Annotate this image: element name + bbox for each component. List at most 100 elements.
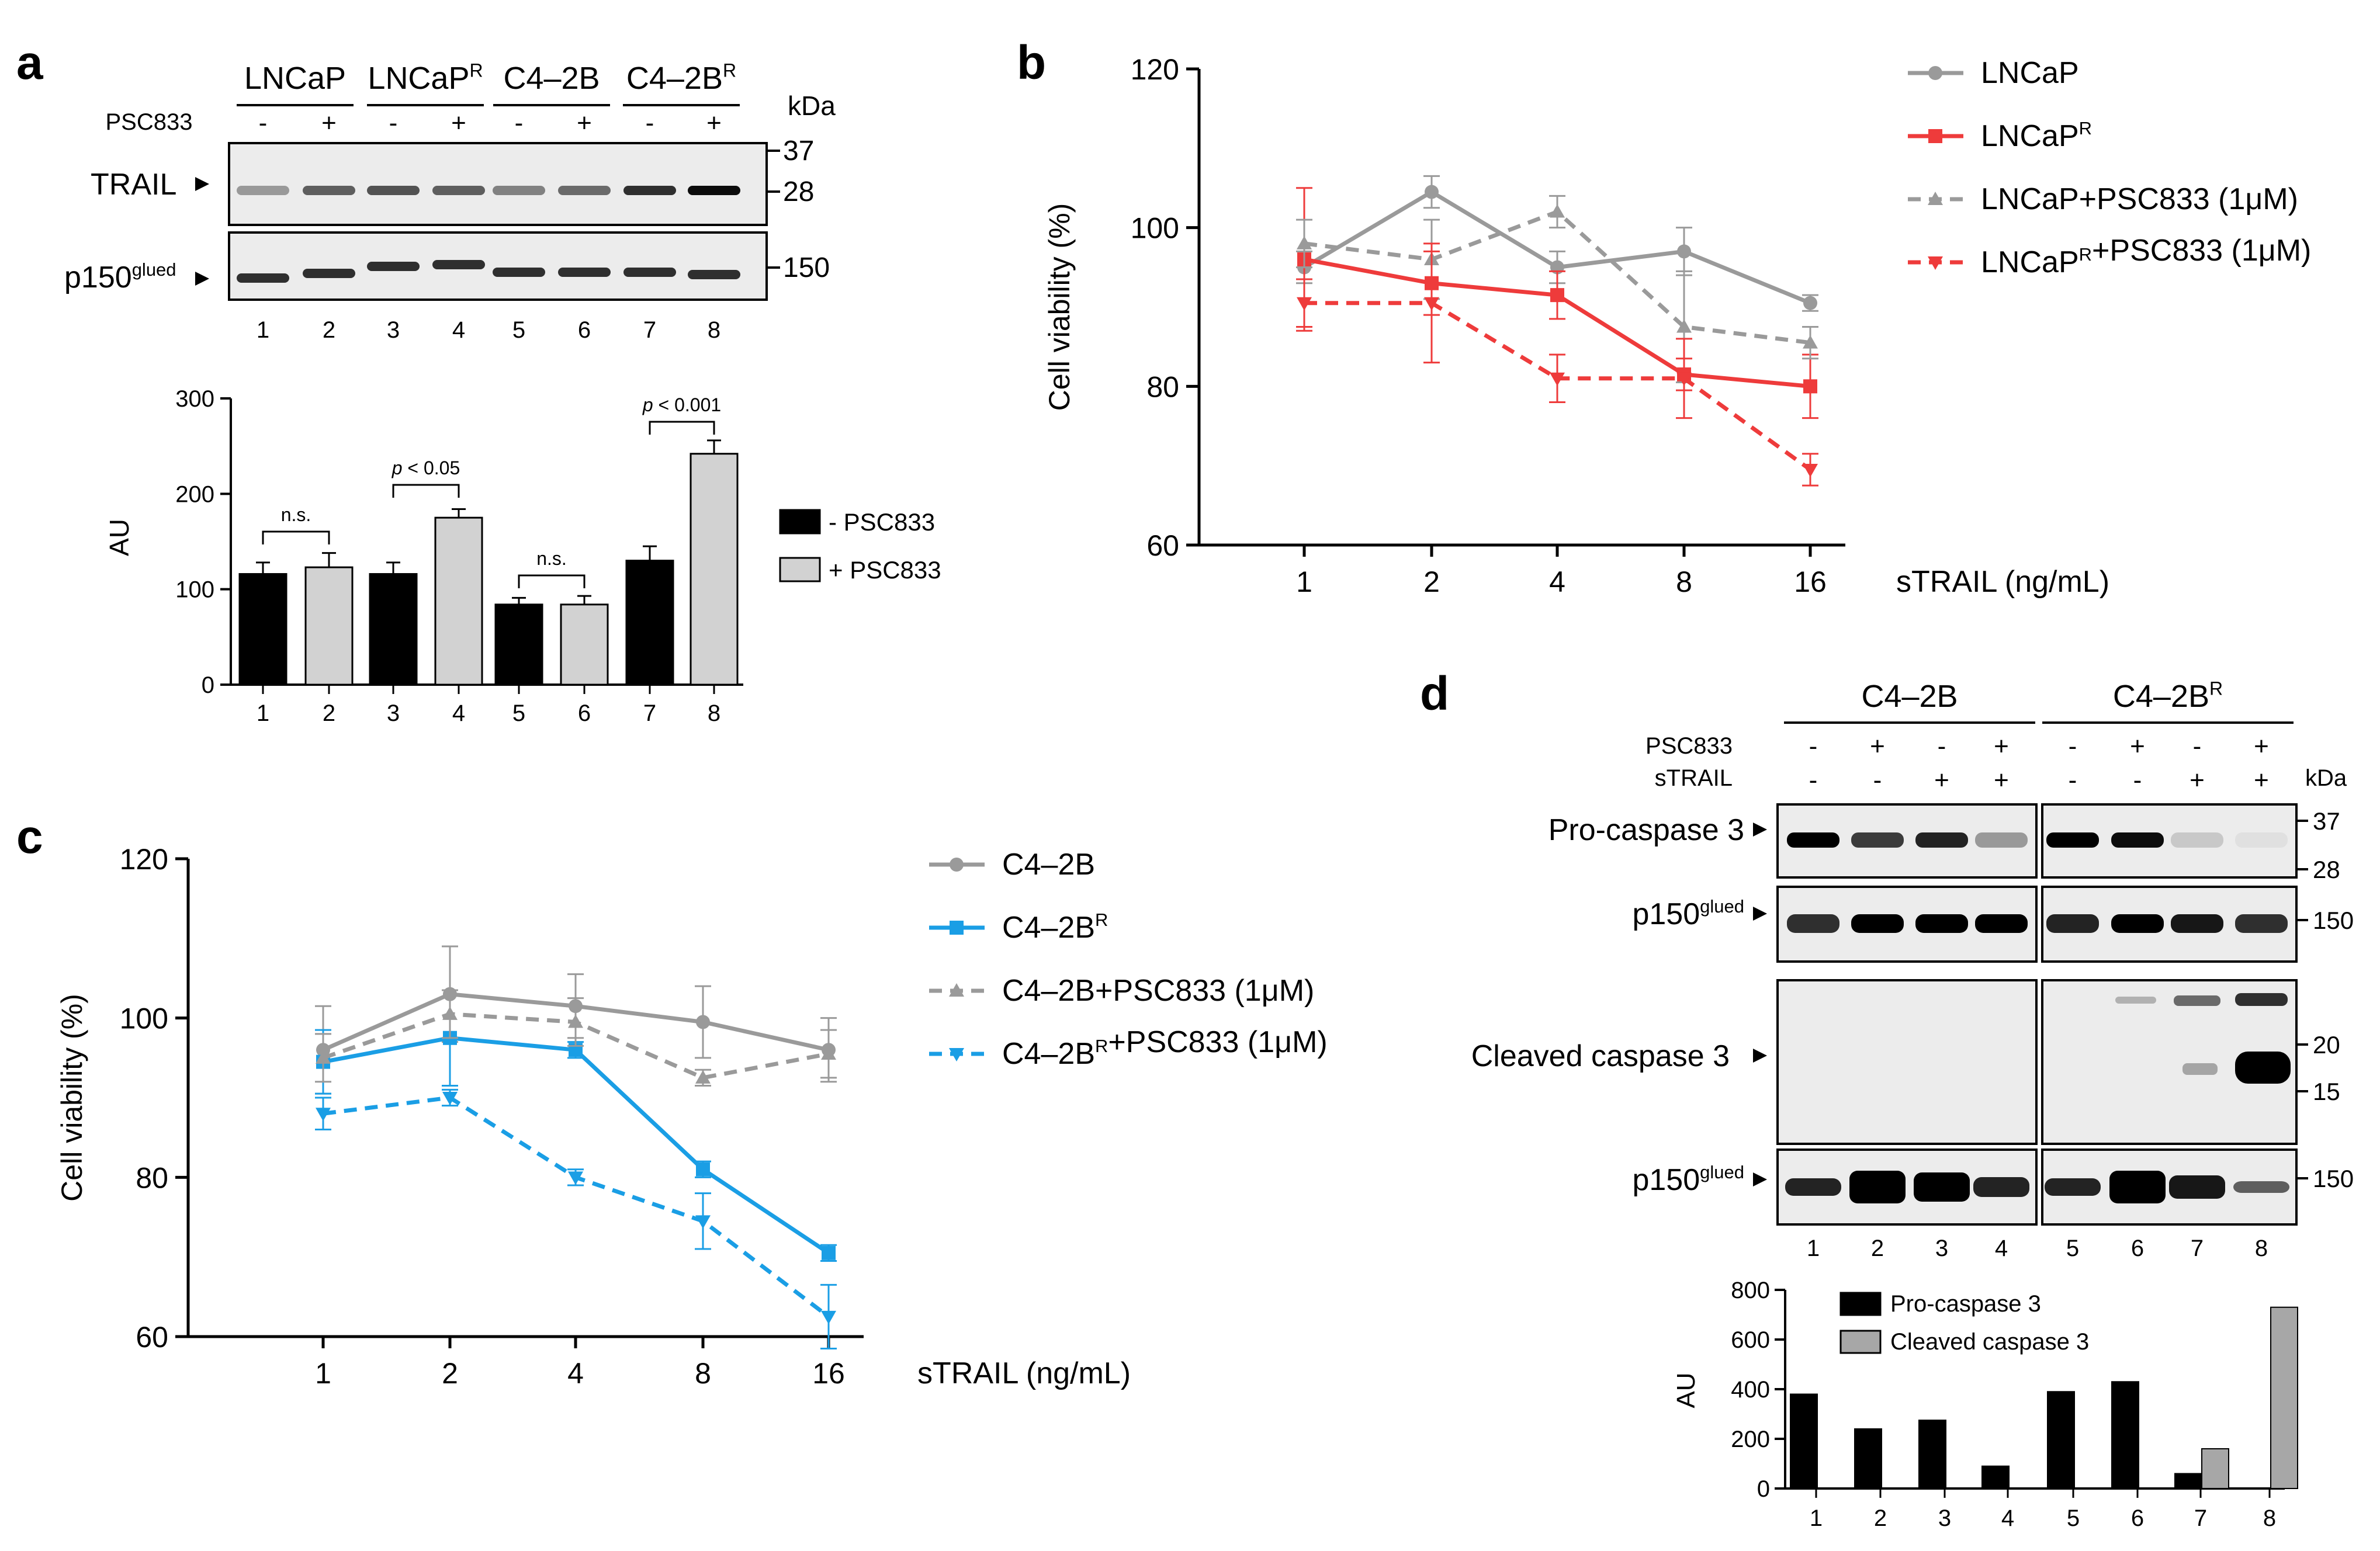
legend-label: LNCaPR [1981,118,2092,153]
legend-marker [949,983,964,997]
lane-number: 2 [1871,1236,1884,1261]
marker-label: 37 [2313,807,2340,835]
data-point [568,1014,583,1028]
x-tick-label: 8 [708,700,720,726]
significance-label: p < 0.001 [642,394,721,415]
legend-label: + PSC833 [829,556,941,584]
bar [434,516,483,686]
panel-d-bar-chart: 0 200 400 600 800 AU 1 2 3 4 5 6 7 8 Pro-caspase 3 Clea… [1672,1278,2298,1531]
y-tick-label: 300 [175,386,214,412]
significance-label: n.s. [536,548,567,569]
p150-band [367,262,420,271]
y-tick-label: 200 [1731,1427,1770,1452]
marker-label: 150 [2313,1165,2354,1192]
treatment-sign: - [389,109,398,137]
treatment-sign: + [2130,732,2145,761]
cell-line-label: LNCaPR [368,60,483,96]
lane-number: 8 [2255,1236,2268,1261]
y-tick-label: 100 [175,577,214,603]
treatment-sign: - [1809,766,1818,794]
arrow-right-icon [1753,1049,1767,1063]
p150-band [493,268,545,277]
bar-pro-caspase [1981,1465,2010,1489]
kda-label: kDa [2305,765,2347,791]
trail-band [493,186,545,195]
legend-label: C4–2B+PSC833 (1μM) [1002,974,1314,1008]
treatment-sign: - [259,109,268,137]
legend-label: Cleaved caspase 3 [1890,1329,2089,1355]
bar-pro-caspase [2111,1381,2139,1489]
x-tick-label: 16 [812,1357,845,1390]
x-tick-label: 8 [2263,1505,2276,1531]
panel-letter-b: b [1017,36,1046,89]
treatment-sign: + [706,109,722,137]
treatment-sign: - [2069,732,2077,761]
x-tick-label: 7 [2194,1505,2207,1531]
y-tick-label: 80 [136,1161,168,1194]
treatment-sign: + [2190,766,2205,794]
cell-line-label: C4–2BR [626,60,736,96]
treatment-sign: + [1934,766,1949,794]
panel-d-blot-header: C4–2B C4–2BR PSC833 sTRAIL - + - + - + - + - - + + - - + + k… [1645,678,2347,794]
marker-label: 150 [783,252,830,283]
data-point [821,1310,836,1324]
data-point [1803,296,1817,310]
x-tick-label: 1 [315,1357,331,1390]
x-tick-label: 3 [387,700,400,726]
x-tick-label: 4 [567,1357,584,1390]
x-tick-label: 3 [1938,1505,1951,1531]
lane-number: 6 [578,317,591,343]
bar-cleaved-caspase [2270,1306,2298,1489]
trail-band [688,186,740,195]
lane-number: 6 [2131,1236,2144,1261]
legend-marker [949,1048,964,1061]
marker-label: 37 [783,136,814,166]
data-point [1550,288,1564,303]
bar [238,573,287,686]
treatment-sign: - [515,109,524,137]
treatment-sign: - [2193,732,2202,761]
cleaved-caspase-band [2182,1063,2218,1075]
lane-number: 7 [2191,1236,2204,1261]
kda-label: kDa [788,91,836,121]
arrow-right-icon [1753,907,1767,921]
panel-c-line-chart: 60 80 100 120 1 2 4 8 16 Cell viability (%) sTRAIL… [56,843,1328,1390]
pro-caspase-band [1915,832,1968,848]
y-tick-label: 60 [1146,529,1179,562]
pro-caspase-band [1787,832,1839,848]
x-tick-label: 2 [323,700,335,726]
treatment-sign: + [451,109,466,137]
trail-band [558,186,611,195]
legend-label: LNCaP+PSC833 (1μM) [1981,182,2298,216]
pro-caspase-band [2046,832,2099,848]
legend-marker [950,858,964,872]
data-point [442,1092,458,1105]
x-tick-label: 4 [452,700,465,726]
legend-marker [950,921,964,935]
pro-caspase-band [1851,832,1904,848]
x-tick-label: 6 [2131,1505,2144,1531]
x-tick-label: 1 [1810,1505,1823,1531]
bar-pro-caspase [1790,1393,1818,1489]
x-tick-label: 4 [2001,1505,2014,1531]
bar-pro-caspase [1854,1428,1882,1489]
lane-number: 3 [387,317,400,343]
trail-band [303,186,355,195]
significance-bracket [262,530,330,544]
significance-bracket [518,574,586,588]
p150-band [1851,914,1904,933]
bar [560,603,609,686]
y-tick-label: 120 [1131,53,1179,86]
lane-number: 4 [452,317,465,343]
data-point [1676,319,1692,333]
legend-label: LNCaPR+PSC833 (1μM) [1981,234,2311,279]
lane-number: 1 [1807,1236,1820,1261]
legend-marker [1928,129,1942,143]
y-axis-label: Cell viability (%) [56,994,88,1202]
trail-band [367,186,420,195]
legend-label: C4–2BR [1002,910,1108,945]
legend-label: Pro-caspase 3 [1890,1291,2041,1317]
data-point [1550,204,1565,218]
pro-caspase-band [2111,832,2164,848]
blot-label: Cleaved caspase 3 [1471,1039,1730,1073]
